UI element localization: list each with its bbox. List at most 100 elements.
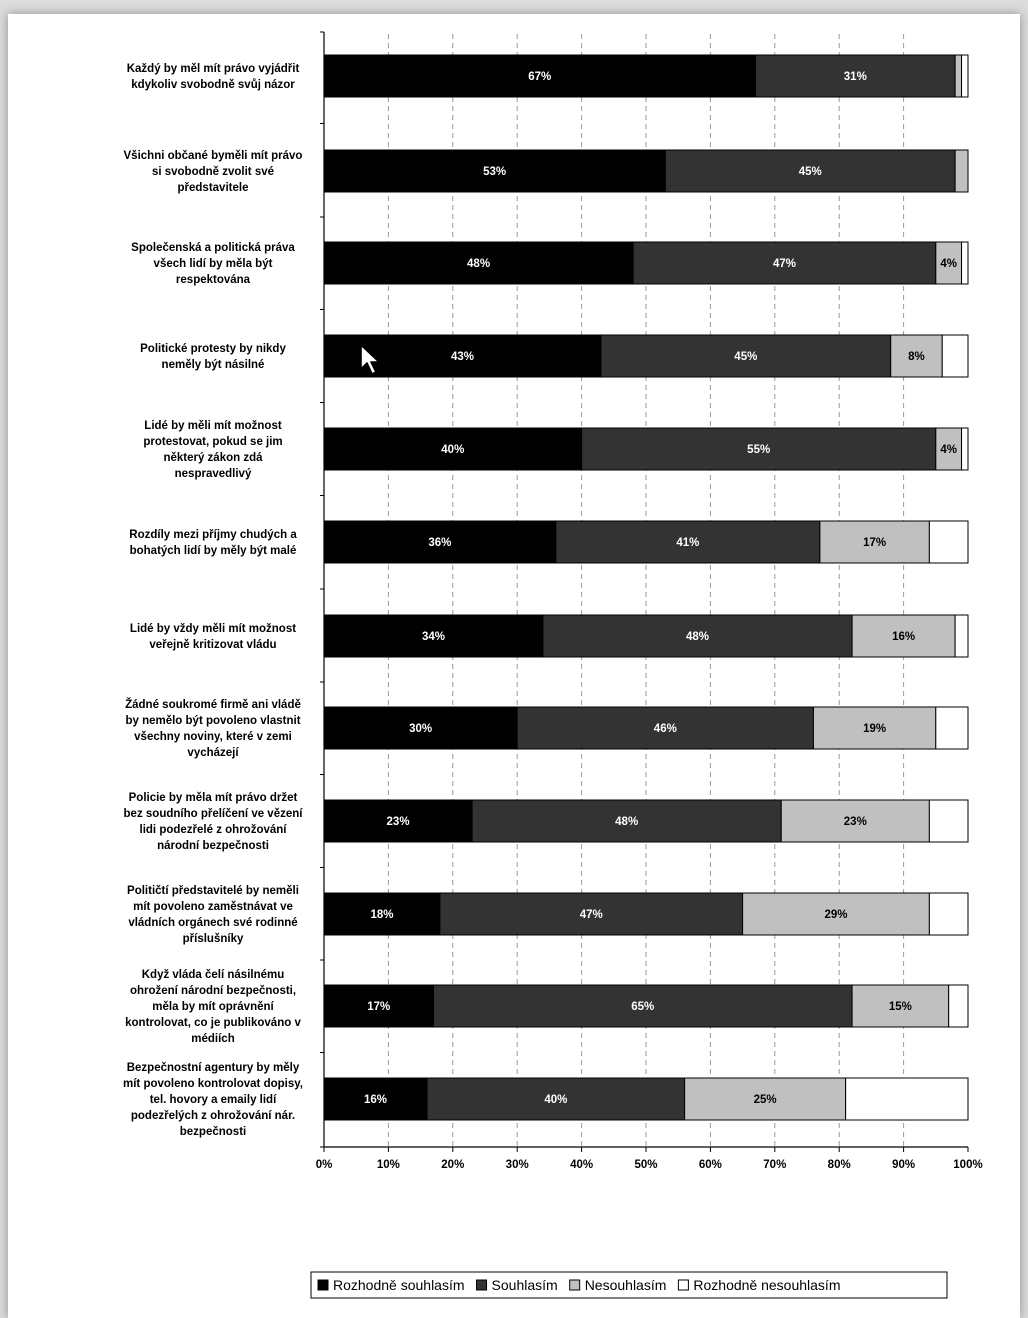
data-label: 55%: [747, 444, 770, 456]
bar-segment: [323, 706, 518, 750]
bar-segment: [323, 427, 583, 471]
data-label: 29%: [824, 909, 847, 921]
data-label: 46%: [654, 723, 677, 735]
bar-segment: [928, 520, 969, 564]
bar-segment: [323, 520, 557, 564]
data-label: 48%: [686, 631, 709, 643]
data-label: 40%: [441, 444, 464, 456]
bar-segment: [812, 706, 937, 750]
data-label: 23%: [387, 816, 410, 828]
x-tick-label: 100%: [953, 1159, 982, 1171]
data-label: 31%: [844, 71, 867, 83]
bar-segment: [555, 520, 821, 564]
legend-swatch: [677, 1279, 689, 1291]
data-label: 53%: [483, 166, 506, 178]
bar-segment: [323, 799, 473, 843]
bar-segment: [471, 799, 782, 843]
mouse-cursor-icon: [360, 344, 380, 375]
data-label: 15%: [889, 1001, 912, 1013]
category-label: Všichni občané byměli mít právo si svobod…: [124, 150, 303, 194]
bar-segment: [954, 149, 969, 193]
bar-segment: [323, 54, 756, 98]
x-tick-label: 10%: [377, 1159, 400, 1171]
bar-segment: [664, 149, 956, 193]
data-label: 65%: [631, 1001, 654, 1013]
data-label: 67%: [528, 71, 551, 83]
legend: Rozhodně souhlasím Souhlasím Nesouhlasím Ro…: [310, 1271, 948, 1299]
bar-segment: [754, 54, 956, 98]
bar-segment: [516, 706, 814, 750]
x-tick-label: 70%: [763, 1159, 786, 1171]
x-tick-label: 0%: [316, 1159, 333, 1171]
bar-segment: [935, 706, 969, 750]
legend-label: Nesouhlasím: [585, 1277, 667, 1293]
data-label: 17%: [863, 537, 886, 549]
data-label: 19%: [863, 723, 886, 735]
x-tick-label: 40%: [570, 1159, 593, 1171]
bar-segment: [948, 984, 969, 1028]
legend-box: [310, 1271, 948, 1299]
bar-segment: [323, 892, 441, 936]
bar-segment: [954, 614, 969, 658]
legend-swatch: [569, 1279, 581, 1291]
bar-segment: [542, 614, 853, 658]
data-label: 45%: [734, 351, 757, 363]
category-label: Policie by měla mít právo držet bez soudn…: [124, 792, 304, 852]
legend-swatch: [317, 1279, 329, 1291]
data-label: 40%: [544, 1094, 567, 1106]
data-label: 18%: [370, 909, 393, 921]
category-label: Lidé by vždy měli mít možnost veřejně kri…: [130, 623, 296, 651]
legend-label: Souhlasím: [492, 1277, 558, 1293]
data-label: 8%: [908, 351, 925, 363]
grid-lines: [387, 34, 905, 1147]
bar-segment: [935, 427, 963, 471]
bar-segment: [961, 241, 969, 285]
bar-segment: [323, 984, 434, 1028]
x-tick-label: 50%: [634, 1159, 657, 1171]
bar-segment: [954, 54, 963, 98]
category-label: Bezpečnostní agentury by měly mít povolen…: [123, 1062, 303, 1138]
bar-segment: [851, 984, 950, 1028]
x-tick-label: 90%: [892, 1159, 915, 1171]
bar-segment: [432, 984, 853, 1028]
bar-segment: [600, 334, 892, 378]
category-label: Žádné soukromé firmě ani vládě by nemělo …: [125, 698, 301, 759]
data-label: 36%: [428, 537, 451, 549]
x-tick-label: 60%: [699, 1159, 722, 1171]
data-label: 16%: [892, 631, 915, 643]
legend-swatch: [476, 1279, 488, 1291]
bar-segment: [961, 54, 969, 98]
bar-segment: [684, 1077, 847, 1121]
data-label: 34%: [422, 631, 445, 643]
bar-segment: [935, 241, 963, 285]
category-label: Lidé by měli mít možnost protestovat, pok…: [143, 420, 282, 480]
data-label: 25%: [754, 1094, 777, 1106]
category-label: Politické protesty by nikdy neměly být ná…: [140, 343, 286, 371]
data-label: 47%: [580, 909, 603, 921]
axes: 0% 10% 20% 30% 40% 50% 60% 70% 80% 90% 100%: [316, 31, 983, 1171]
x-tick-label: 30%: [506, 1159, 529, 1171]
data-label: 4%: [940, 444, 957, 456]
category-label: Společenská a politická práva všech lidí …: [131, 242, 295, 286]
bars: 67% 31% 53% 45% 48% 47% 4% 43% 45% 8% 40% 55% 4% 36% 4…: [323, 54, 969, 1121]
bar-segment: [961, 427, 969, 471]
bar-segment: [928, 799, 969, 843]
data-label: 48%: [615, 816, 638, 828]
bar-segment: [439, 892, 744, 936]
bar-segment: [941, 334, 969, 378]
data-label: 16%: [364, 1094, 387, 1106]
bar-segment: [780, 799, 930, 843]
data-label: 43%: [451, 351, 474, 363]
bar-segment: [323, 241, 634, 285]
bar-segment: [581, 427, 937, 471]
data-label: 48%: [467, 258, 490, 270]
bar-segment: [851, 614, 956, 658]
x-tick-label: 80%: [828, 1159, 851, 1171]
category-labels: Každý by měl mít právo vyjádřit kdykoliv …: [123, 63, 303, 1138]
data-label: 41%: [676, 537, 699, 549]
category-label: Rozdíly mezi příjmy chudých a bohatých li…: [129, 529, 297, 557]
category-label: Političtí představitelé by neměli mít pov…: [127, 885, 299, 945]
data-label: 23%: [844, 816, 867, 828]
data-label: 47%: [773, 258, 796, 270]
